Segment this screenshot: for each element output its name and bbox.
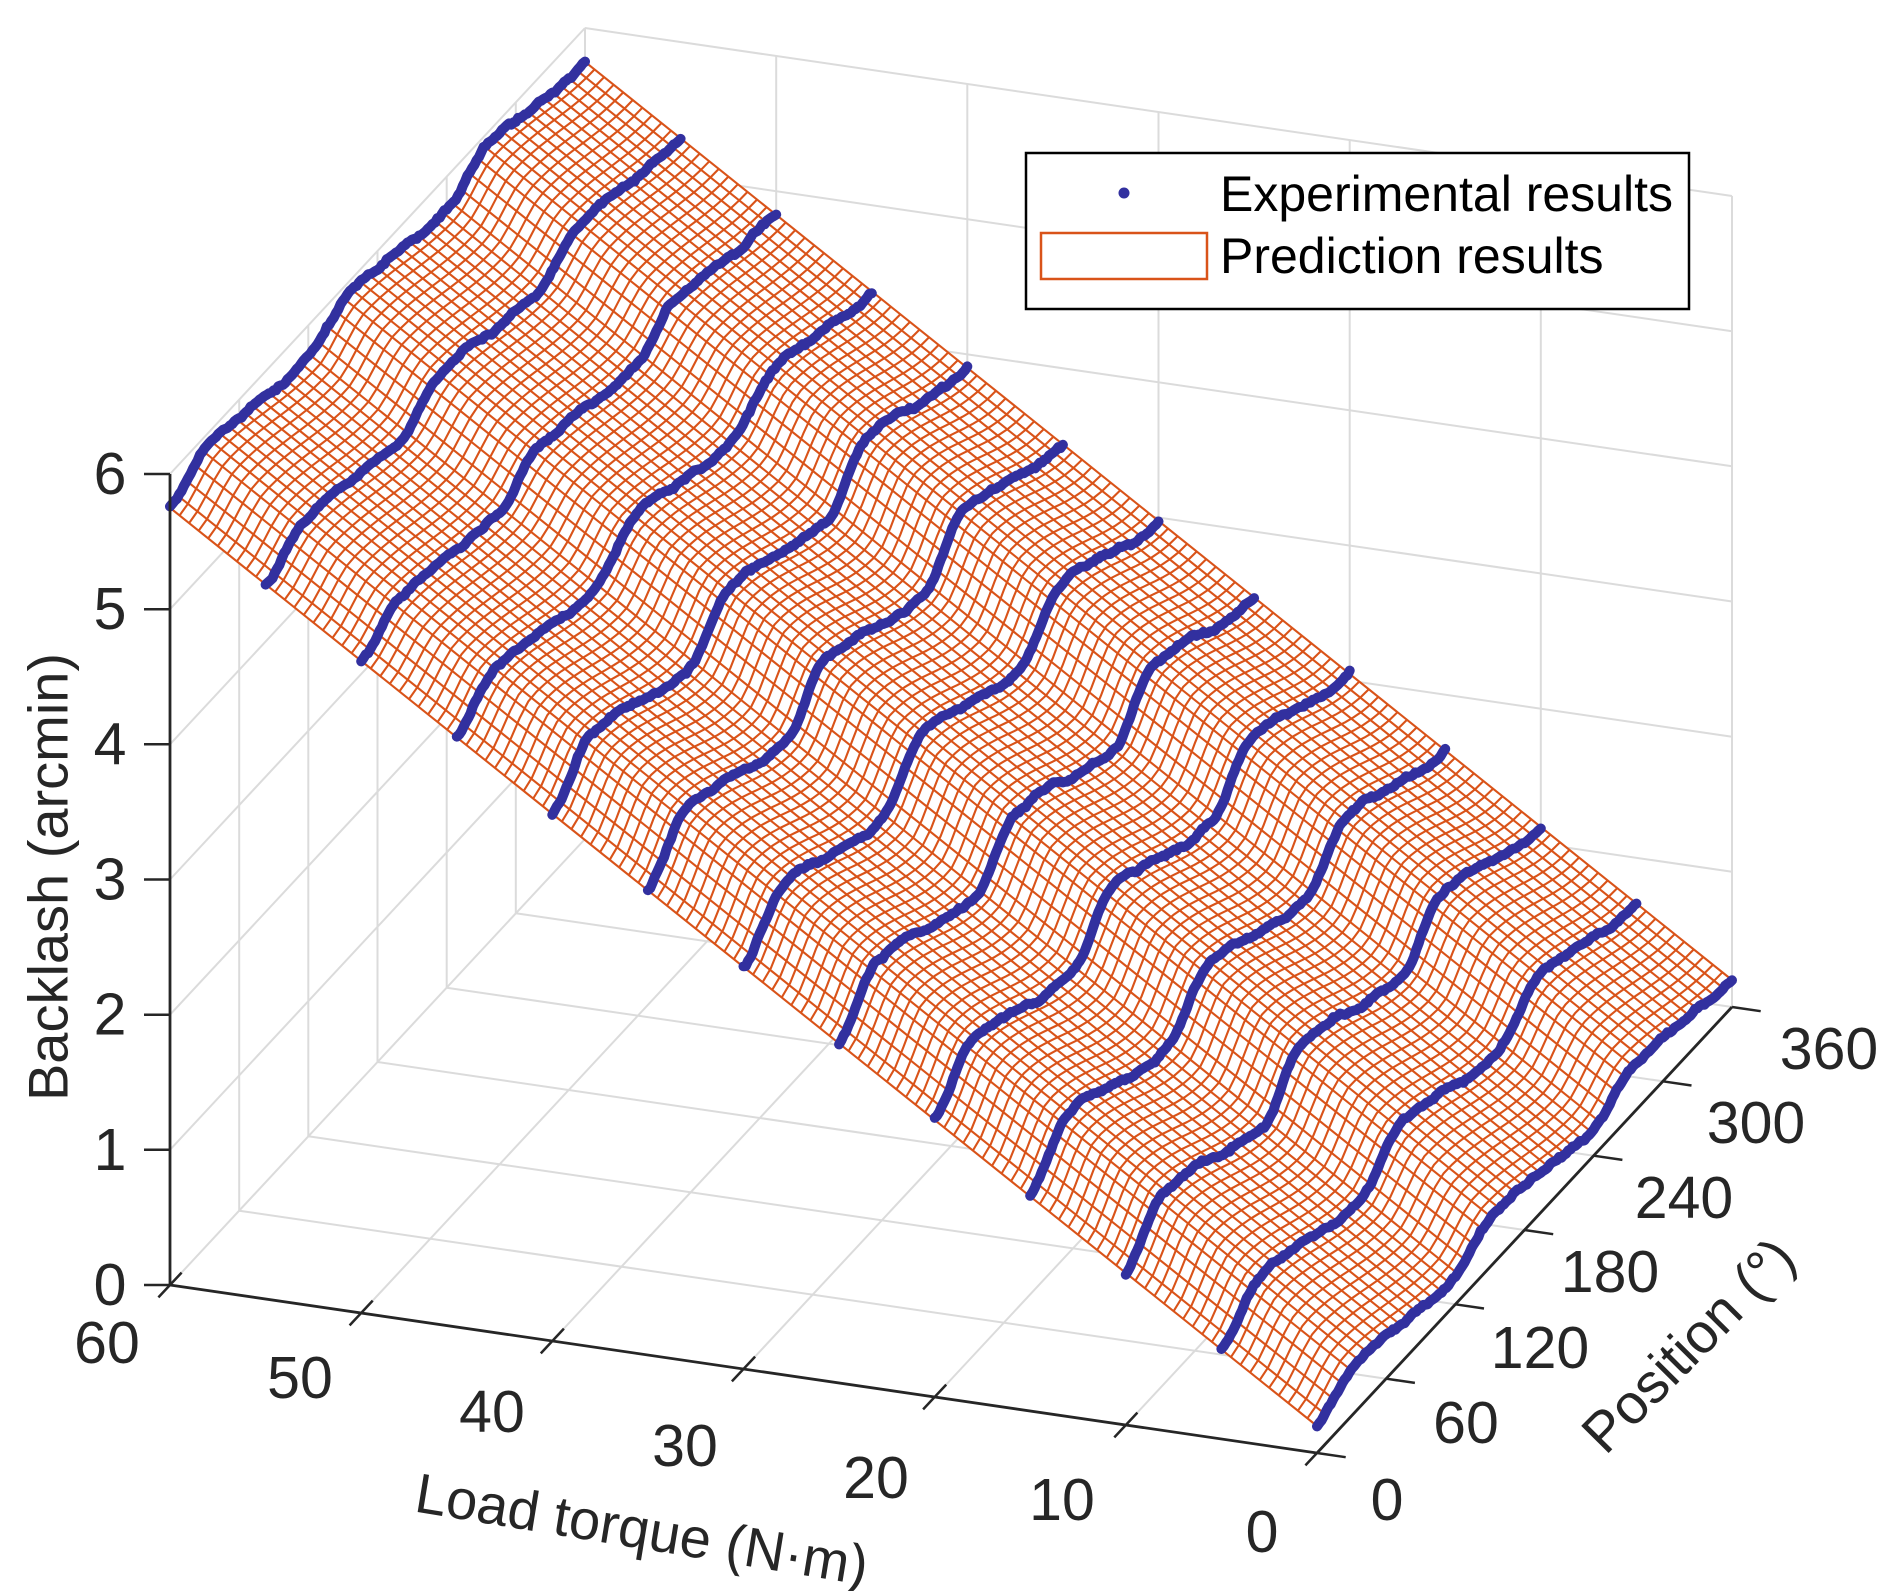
svg-text:20: 20 bbox=[843, 1445, 909, 1511]
svg-text:40: 40 bbox=[459, 1379, 525, 1445]
svg-text:60: 60 bbox=[74, 1310, 140, 1376]
svg-text:360: 360 bbox=[1780, 1016, 1878, 1082]
svg-text:3: 3 bbox=[94, 846, 127, 912]
svg-text:300: 300 bbox=[1707, 1090, 1805, 1156]
svg-text:4: 4 bbox=[94, 711, 127, 777]
svg-text:30: 30 bbox=[652, 1413, 718, 1479]
svg-text:120: 120 bbox=[1491, 1315, 1589, 1381]
svg-text:50: 50 bbox=[267, 1345, 333, 1411]
svg-text:0: 0 bbox=[94, 1252, 127, 1318]
svg-text:240: 240 bbox=[1635, 1165, 1733, 1231]
svg-text:0: 0 bbox=[1371, 1467, 1404, 1533]
svg-text:180: 180 bbox=[1561, 1239, 1659, 1305]
svg-text:2: 2 bbox=[94, 982, 127, 1048]
svg-text:6: 6 bbox=[94, 441, 127, 507]
svg-text:5: 5 bbox=[94, 576, 127, 642]
svg-text:Experimental results: Experimental results bbox=[1220, 166, 1673, 222]
svg-text:0: 0 bbox=[1246, 1499, 1279, 1565]
svg-text:10: 10 bbox=[1029, 1467, 1095, 1533]
svg-text:Prediction results: Prediction results bbox=[1220, 228, 1604, 284]
svg-text:60: 60 bbox=[1433, 1390, 1499, 1456]
svg-text:Backlash (arcmin): Backlash (arcmin) bbox=[17, 653, 80, 1101]
svg-text:1: 1 bbox=[94, 1117, 127, 1183]
